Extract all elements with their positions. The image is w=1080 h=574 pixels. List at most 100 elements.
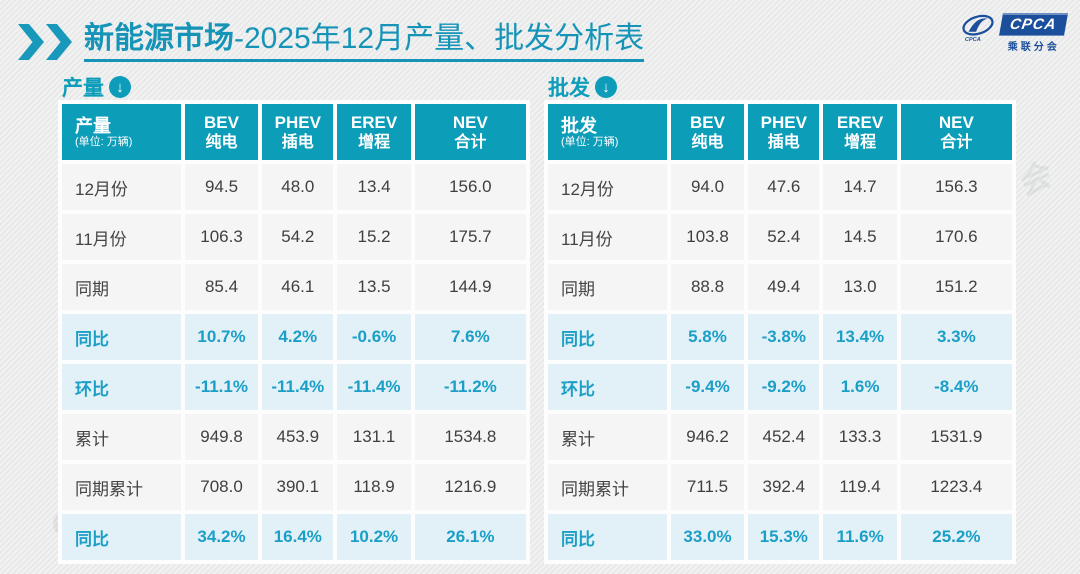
table-row: 同期 85.4 46.1 13.5 144.9	[62, 264, 526, 310]
value-cell: 170.6	[900, 214, 1012, 260]
value-cell: 131.1	[337, 414, 411, 460]
value-cell: 106.3	[184, 214, 259, 260]
value-cell: -0.6%	[337, 314, 411, 360]
column-header: BEV 纯电	[184, 104, 259, 160]
row-label-cell: 同期	[62, 264, 181, 310]
row-label-cell: 12月份	[62, 164, 181, 210]
value-cell: 26.1%	[414, 514, 526, 560]
value-cell: 14.5	[823, 214, 897, 260]
value-cell: 13.5	[337, 264, 411, 310]
value-cell: 46.1	[262, 264, 334, 310]
value-cell: 175.7	[414, 214, 526, 260]
table-row: 11月份 106.3 54.2 15.2 175.7	[62, 214, 526, 260]
value-cell: -9.4%	[670, 364, 745, 410]
table-row: 11月份 103.8 52.4 14.5 170.6	[548, 214, 1012, 260]
value-cell: 453.9	[262, 414, 334, 460]
value-cell: -11.1%	[184, 364, 259, 410]
value-cell: -3.8%	[748, 314, 820, 360]
value-cell: 10.7%	[184, 314, 259, 360]
table-row: 12月份 94.5 48.0 13.4 156.0	[62, 164, 526, 210]
table-row: 12月份 94.0 47.6 14.7 156.3	[548, 164, 1012, 210]
row-label-cell: 累计	[62, 414, 181, 460]
table-header-row: 批发 (单位: 万辆) BEV 纯电 PHEV 插电 EREV 增程 NEV 合计	[548, 104, 1012, 160]
value-cell: 1223.4	[900, 464, 1012, 510]
value-cell: 47.6	[748, 164, 820, 210]
value-cell: 25.2%	[900, 514, 1012, 560]
title-market-segment: 新能源市场	[84, 22, 234, 55]
value-cell: -11.4%	[262, 364, 334, 410]
row-label-cell: 11月份	[548, 214, 667, 260]
value-cell: 52.4	[748, 214, 820, 260]
row-label-cell: 环比	[62, 364, 181, 410]
arrow-down-circle-icon: ↓	[109, 76, 131, 98]
table-row: 累计 946.2 452.4 133.3 1531.9	[548, 414, 1012, 460]
row-label-cell: 11月份	[62, 214, 181, 260]
value-cell: 946.2	[670, 414, 745, 460]
value-cell: 5.8%	[670, 314, 745, 360]
logo-brand: CPCA	[999, 13, 1069, 36]
row-label-cell: 累计	[548, 414, 667, 460]
table-header-cell: 批发 (单位: 万辆)	[548, 104, 667, 160]
value-cell: 13.0	[823, 264, 897, 310]
value-cell: 15.2	[337, 214, 411, 260]
column-header: EREV 增程	[823, 104, 897, 160]
row-label-cell: 12月份	[548, 164, 667, 210]
table-header-row: 产量 (单位: 万辆) BEV 纯电 PHEV 插电 EREV 增程 NEV 合计	[62, 104, 526, 160]
row-label-cell: 同比	[62, 314, 181, 360]
column-header: BEV 纯电	[670, 104, 745, 160]
logo-swoosh-icon: CPCA	[962, 14, 995, 43]
section-label-wholesale: 批发 ↓	[548, 72, 617, 102]
header-unit-note: (单位: 万辆)	[75, 135, 133, 148]
value-cell: 1.6%	[823, 364, 897, 410]
row-label-cell: 同比	[62, 514, 181, 560]
value-cell: 85.4	[184, 264, 259, 310]
value-cell: 156.0	[414, 164, 526, 210]
row-label-cell: 同期累计	[62, 464, 181, 510]
value-cell: 392.4	[748, 464, 820, 510]
production-label-text: 产量	[62, 77, 104, 100]
value-cell: 1534.8	[414, 414, 526, 460]
value-cell: 94.5	[184, 164, 259, 210]
table-row: 同期累计 708.0 390.1 118.9 1216.9	[62, 464, 526, 510]
row-label-cell: 同比	[548, 514, 667, 560]
title-rest: -2025年12月产量、批发分析表	[234, 22, 645, 55]
logo-subtitle: 乘联分会	[1007, 42, 1060, 53]
header-label: 批发	[561, 115, 597, 136]
value-cell: 33.0%	[670, 514, 745, 560]
title-chevron-icon	[18, 24, 72, 60]
page-title: 新能源市场-2025年12月产量、批发分析表	[84, 22, 645, 62]
column-header: NEV 合计	[900, 104, 1012, 160]
value-cell: 3.3%	[900, 314, 1012, 360]
section-label-production: 产量 ↓	[62, 72, 131, 102]
value-cell: -8.4%	[900, 364, 1012, 410]
value-cell: 34.2%	[184, 514, 259, 560]
column-header: PHEV 插电	[748, 104, 820, 160]
value-cell: 1216.9	[414, 464, 526, 510]
arrow-down-circle-icon: ↓	[595, 76, 617, 98]
value-cell: 133.3	[823, 414, 897, 460]
table-header-cell: 产量 (单位: 万辆)	[62, 104, 181, 160]
value-cell: 10.2%	[337, 514, 411, 560]
value-cell: 48.0	[262, 164, 334, 210]
value-cell: 14.7	[823, 164, 897, 210]
value-cell: 54.2	[262, 214, 334, 260]
header: 新能源市场-2025年12月产量、批发分析表	[18, 22, 645, 62]
value-cell: 144.9	[414, 264, 526, 310]
value-cell: 949.8	[184, 414, 259, 460]
value-cell: 156.3	[900, 164, 1012, 210]
value-cell: 13.4%	[823, 314, 897, 360]
value-cell: 7.6%	[414, 314, 526, 360]
table-row: 环比 -9.4% -9.2% 1.6% -8.4%	[548, 364, 1012, 410]
cpca-logo: CPCA CPCA 乘联分会	[959, 13, 1069, 53]
value-cell: 103.8	[670, 214, 745, 260]
value-cell: 1531.9	[900, 414, 1012, 460]
table-row: 同比 10.7% 4.2% -0.6% 7.6%	[62, 314, 526, 360]
row-label-cell: 环比	[548, 364, 667, 410]
row-label-cell: 同比	[548, 314, 667, 360]
column-header: EREV 增程	[337, 104, 411, 160]
header-unit-note: (单位: 万辆)	[561, 135, 619, 148]
value-cell: 13.4	[337, 164, 411, 210]
value-cell: 11.6%	[823, 514, 897, 560]
value-cell: -11.4%	[337, 364, 411, 410]
row-label-cell: 同期累计	[548, 464, 667, 510]
